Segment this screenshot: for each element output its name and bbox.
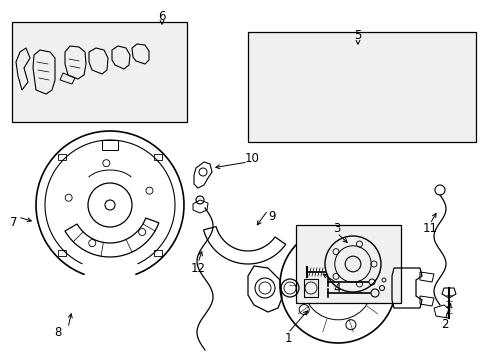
Text: 9: 9 xyxy=(268,210,275,222)
Bar xyxy=(154,154,162,160)
Text: 11: 11 xyxy=(422,221,437,234)
Text: 5: 5 xyxy=(354,28,361,41)
Text: 4: 4 xyxy=(332,282,340,294)
Bar xyxy=(102,140,118,150)
Bar xyxy=(295,225,400,303)
Text: 7: 7 xyxy=(10,216,18,229)
Text: 1: 1 xyxy=(284,332,291,345)
Bar xyxy=(58,250,66,256)
Bar xyxy=(12,22,186,122)
Text: 10: 10 xyxy=(244,152,259,165)
Text: 12: 12 xyxy=(190,261,205,275)
Bar xyxy=(58,154,66,160)
Text: 3: 3 xyxy=(333,221,340,234)
Text: 2: 2 xyxy=(440,319,448,332)
Bar xyxy=(247,32,475,142)
Text: 6: 6 xyxy=(158,9,165,23)
Bar xyxy=(304,279,317,297)
Bar xyxy=(154,250,162,256)
Text: 8: 8 xyxy=(54,325,61,338)
